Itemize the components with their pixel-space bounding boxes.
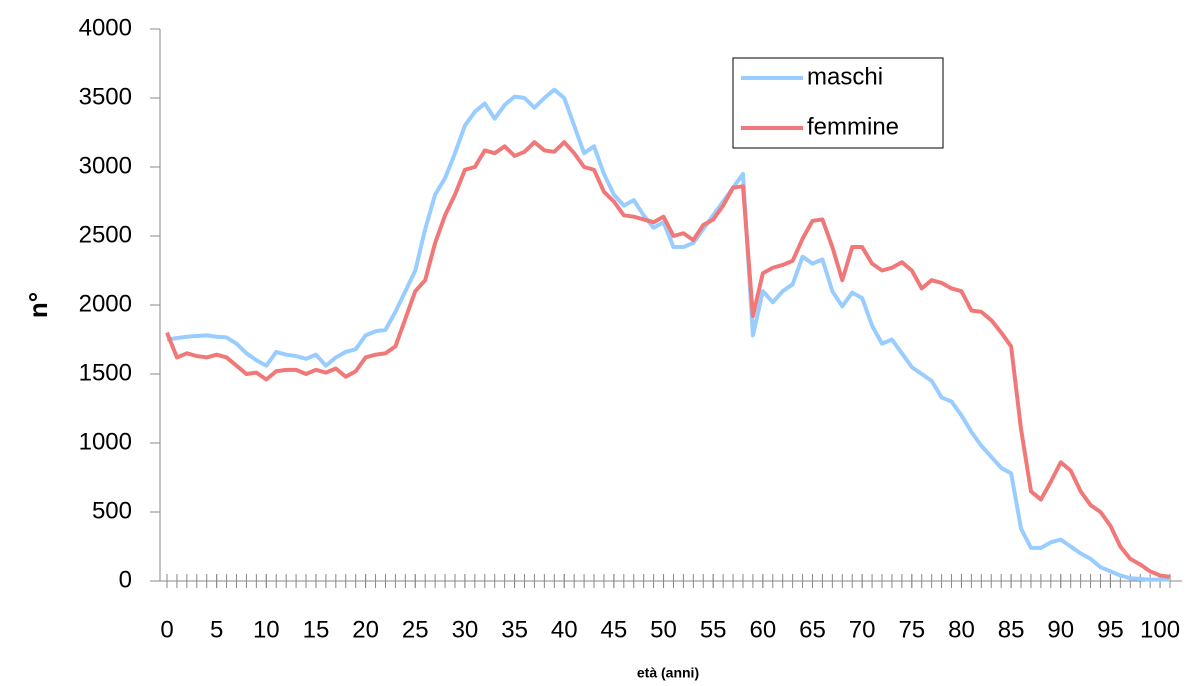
series-line (166, 87, 1170, 582)
legend-label: femmine (807, 113, 899, 140)
x-tick-label: 15 (303, 616, 330, 643)
x-tick-label: 30 (452, 616, 479, 643)
y-tick-label: 3500 (79, 83, 132, 110)
x-axis-label: età (anni) (637, 665, 699, 681)
x-tick-label: 65 (799, 616, 826, 643)
y-tick-label: 4000 (79, 14, 132, 41)
y-tick-label: 2500 (79, 221, 132, 248)
x-tick-label: 35 (501, 616, 528, 643)
x-tick-label: 75 (898, 616, 925, 643)
y-tick-label: 1000 (79, 428, 132, 455)
x-tick-label: 0 (160, 616, 173, 643)
x-tick-label: 40 (551, 616, 578, 643)
y-tick-label: 3000 (79, 152, 132, 179)
y-tick-label: 1500 (79, 359, 132, 386)
x-tick-label: 100 (1140, 616, 1180, 643)
x-tick-label: 10 (253, 616, 280, 643)
y-tick-label: 0 (119, 566, 132, 593)
series-line (165, 140, 1171, 579)
x-tick-label: 95 (1097, 616, 1124, 643)
legend-label: maschi (807, 63, 883, 90)
x-tick-label: 60 (749, 616, 776, 643)
y-tick-label: 2000 (79, 290, 132, 317)
x-tick-label: 55 (700, 616, 727, 643)
x-tick-label: 20 (352, 616, 379, 643)
x-tick-label: 90 (1047, 616, 1074, 643)
y-axis-label: n° (23, 292, 53, 318)
legend-box (732, 57, 944, 149)
x-tick-label: 25 (402, 616, 429, 643)
x-tick-label: 85 (998, 616, 1025, 643)
x-tick-label: 80 (948, 616, 975, 643)
x-tick-label: 50 (650, 616, 677, 643)
y-tick-label: 500 (92, 497, 132, 524)
x-tick-label: 70 (849, 616, 876, 643)
x-tick-label: 5 (210, 616, 223, 643)
x-tick-label: 45 (601, 616, 628, 643)
